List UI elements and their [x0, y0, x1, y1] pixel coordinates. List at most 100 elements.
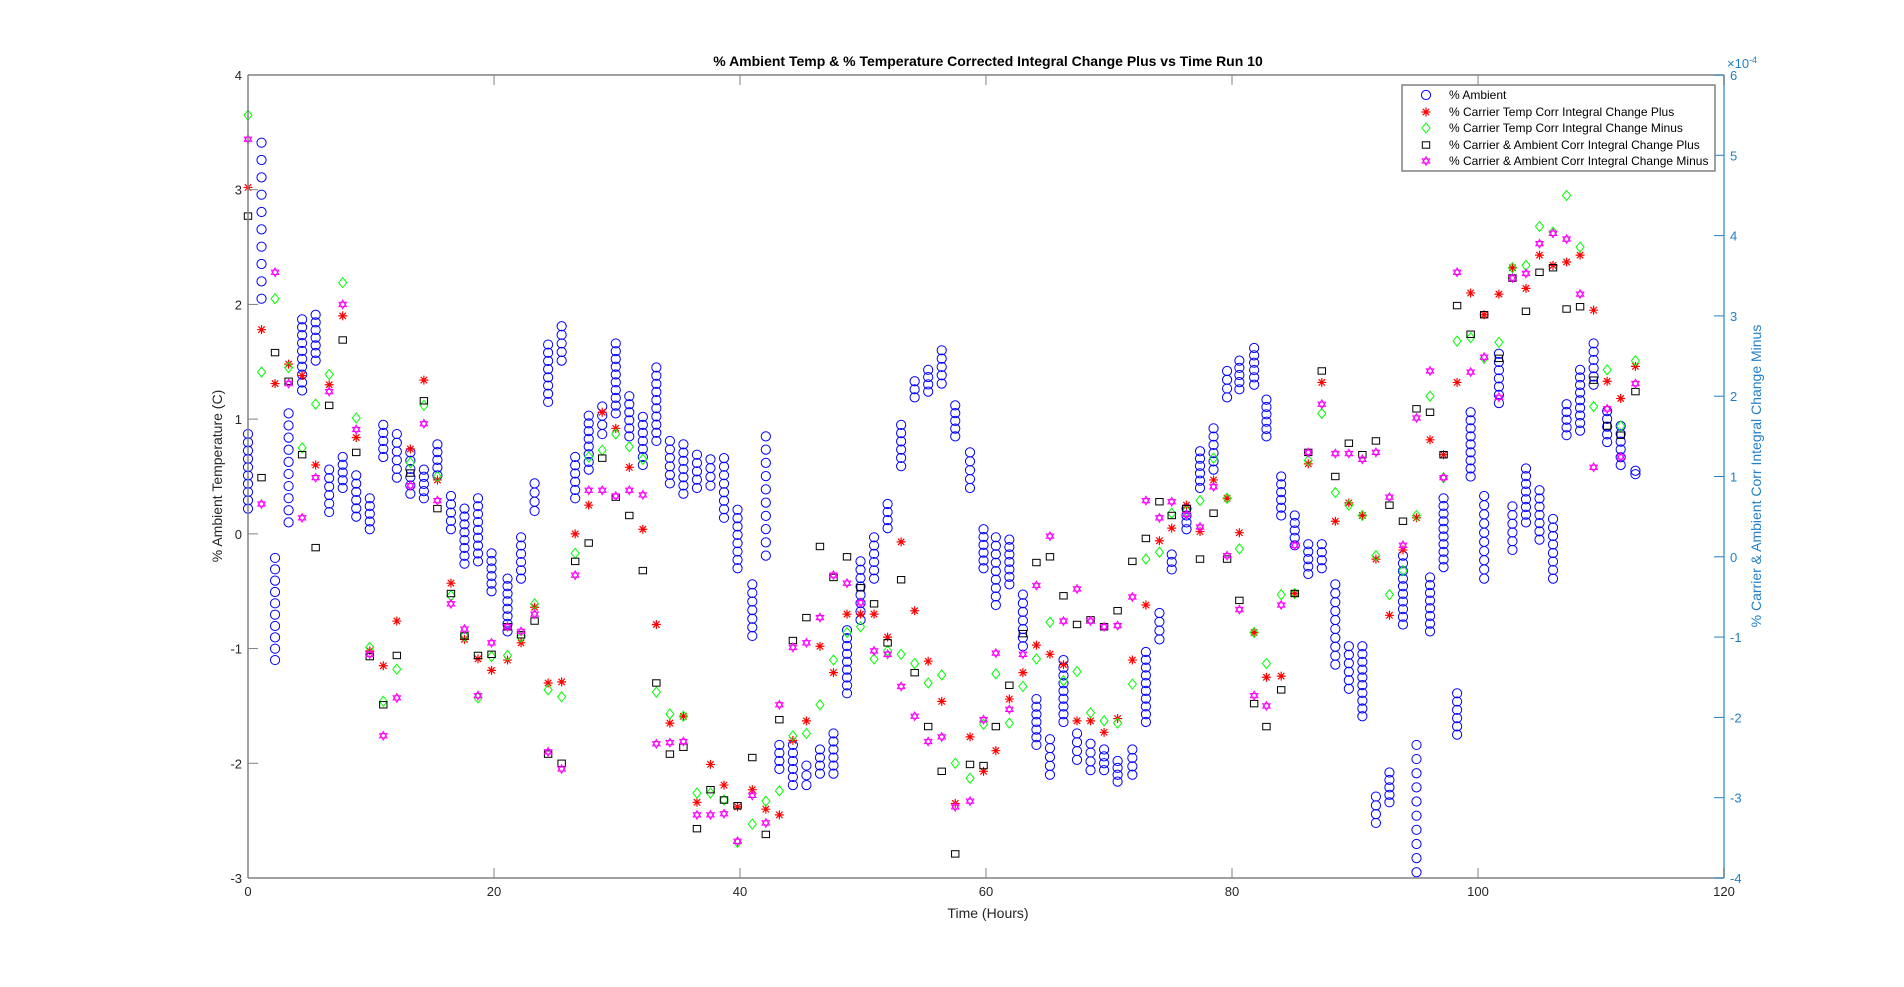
ambient-point	[1574, 379, 1586, 391]
ambient-point	[378, 443, 389, 455]
carrier-plus-point	[557, 677, 567, 687]
carrier-ambient-plus-point	[598, 454, 607, 462]
carrier-ambient-minus-point	[405, 480, 415, 491]
ambient-point	[502, 581, 513, 592]
carrier-minus-point	[1371, 549, 1381, 562]
carrier-ambient-plus-point	[338, 336, 347, 344]
ambient-point	[990, 532, 1001, 543]
ambient-point	[1098, 744, 1110, 755]
carrier-minus-point	[1031, 653, 1042, 665]
ambient-point	[1615, 444, 1626, 455]
ambient-point	[841, 688, 853, 699]
exponent-base: ×10	[1727, 56, 1749, 71]
carrier-ambient-plus-point	[1344, 439, 1354, 447]
ambient-point	[459, 503, 470, 514]
ambient-point	[1303, 553, 1314, 565]
carrier-plus-point	[828, 668, 838, 678]
legend-item: % Ambient	[1420, 88, 1507, 102]
ambient-point	[1520, 471, 1532, 482]
carrier-minus-point	[1018, 680, 1028, 693]
ambient-point	[556, 329, 567, 340]
ambient-point	[651, 411, 662, 422]
ambient-point	[297, 330, 308, 341]
ambient-point	[678, 472, 689, 483]
ambient-point	[310, 317, 321, 328]
ambient-point	[364, 500, 375, 512]
legend-label: % Carrier & Ambient Corr Integral Change…	[1449, 154, 1708, 168]
carrier-ambient-plus-point	[1371, 437, 1381, 445]
ambient-point	[1451, 721, 1463, 732]
carrier-minus-point	[1521, 259, 1531, 272]
carrier-ambient-plus-point	[270, 348, 280, 357]
ambient-point	[256, 224, 267, 235]
carrier-ambient-minus-point	[828, 569, 839, 581]
ambient-point	[570, 460, 581, 471]
ambient-point	[1166, 556, 1177, 568]
ambient-point	[1465, 447, 1476, 458]
ambient-point	[990, 566, 1001, 577]
carrier-ambient-minus-point	[1303, 447, 1313, 458]
ambient-point	[1397, 581, 1409, 592]
carrier-ambient-minus-point	[732, 835, 743, 847]
carrier-ambient-plus-point	[1141, 534, 1151, 543]
carrier-ambient-minus-point	[1330, 448, 1340, 459]
carrier-plus-point	[923, 656, 933, 666]
ambient-point	[351, 486, 362, 497]
carrier-minus-point	[405, 456, 416, 469]
carrier-ambient-plus-point	[1209, 509, 1218, 517]
ambient-point	[472, 508, 484, 520]
carrier-plus-point	[270, 379, 280, 389]
ambient-point	[543, 380, 554, 391]
ambient-point	[583, 410, 594, 421]
ambient-point	[747, 613, 758, 624]
ambient-point	[896, 436, 907, 447]
ambient-point	[1534, 493, 1545, 504]
ambient-point	[909, 376, 920, 387]
ambient-point	[1140, 646, 1152, 658]
carrier-ambient-minus-point	[324, 386, 334, 397]
ambient-point	[828, 736, 839, 747]
carrier-ambient-minus-point	[1113, 620, 1123, 631]
ambient-point	[310, 309, 321, 320]
ambient-point	[896, 419, 907, 430]
ambient-point	[405, 455, 416, 466]
carrier-minus-point	[1357, 509, 1368, 522]
ambient-point	[1479, 490, 1490, 502]
ambient-point	[1438, 516, 1449, 527]
ambient-point	[486, 555, 497, 567]
ambient-point	[760, 510, 771, 521]
ambient-point	[1574, 387, 1586, 398]
carrier-minus-point	[1588, 400, 1599, 413]
ambient-point	[1602, 413, 1613, 424]
carrier-ambient-plus-point	[516, 631, 526, 639]
carrier-plus-point	[1384, 610, 1394, 620]
ambient-point	[556, 346, 567, 358]
ambient-point	[1194, 453, 1206, 464]
ambient-point	[1438, 508, 1449, 519]
ambient-point	[570, 451, 581, 463]
carrier-ambient-plus-point	[487, 650, 496, 659]
carrier-ambient-minus-point	[1058, 615, 1069, 627]
carrier-ambient-minus-point	[761, 817, 771, 829]
ambient-point	[610, 408, 621, 419]
ambient-point	[543, 388, 554, 399]
carrier-ambient-plus-point	[446, 589, 456, 598]
ambient-point	[1451, 696, 1463, 707]
ambient-point	[882, 523, 893, 534]
carrier-plus-point	[1412, 513, 1421, 523]
legend-item: % Carrier & Ambient Corr Integral Change…	[1421, 138, 1700, 152]
carrier-ambient-plus-point	[392, 651, 402, 660]
ambient-point	[1602, 429, 1613, 440]
ambient-point	[760, 550, 771, 561]
carrier-plus-point	[1452, 377, 1462, 387]
ambient-point	[1411, 810, 1422, 821]
carrier-plus-point	[761, 804, 771, 814]
ambient-point	[1234, 369, 1245, 381]
y-tick-label: 0	[235, 527, 242, 542]
ambient-point	[515, 565, 527, 576]
ambient-point	[664, 452, 675, 464]
carrier-plus-point	[1086, 716, 1096, 726]
ambient-point	[502, 573, 513, 584]
ambient-point	[418, 464, 429, 475]
carrier-minus-point	[1602, 364, 1612, 376]
